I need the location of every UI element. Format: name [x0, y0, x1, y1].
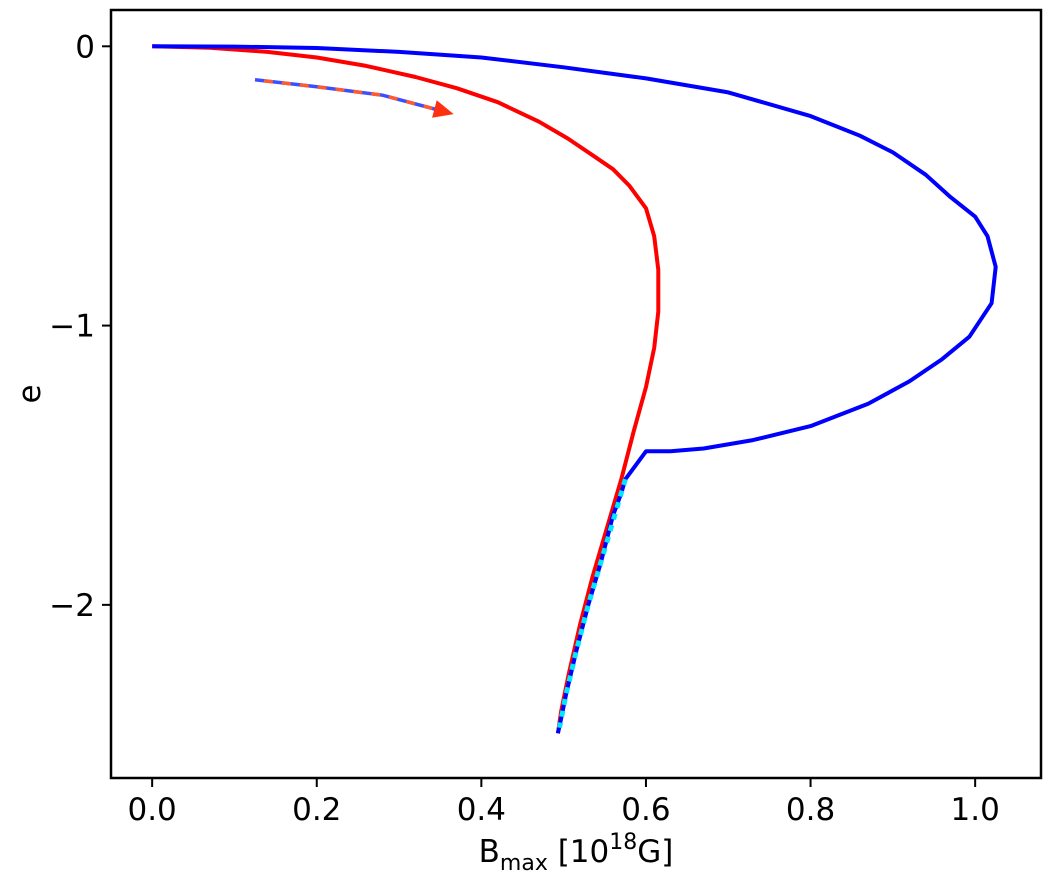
annotation-arrow-head — [432, 100, 454, 118]
plot-frame — [109, 8, 1043, 780]
y-tick-label: −2 — [49, 588, 95, 624]
x-axis-label-middle: [10 — [548, 834, 609, 870]
series-line-3 — [557, 478, 628, 729]
series-layer — [152, 44, 998, 734]
x-tick-label: 0.6 — [621, 792, 670, 828]
x-axis-label-base: B — [479, 834, 500, 870]
y-axis-label: e — [12, 384, 48, 403]
x-axis-label-sup: 18 — [609, 830, 637, 855]
x-axis-label: Bmax [1018G] — [479, 830, 674, 876]
tick-layer: 0.0 0.2 0.4 0.6 0.8 1.0 0 −1 −2 — [49, 29, 1000, 828]
x-tick-label: 0.2 — [292, 792, 341, 828]
x-axis-label-sub: max — [500, 851, 548, 876]
y-tick-label: 0 — [75, 29, 95, 65]
series-line-2 — [152, 44, 998, 734]
x-tick-label: 0.0 — [127, 792, 176, 828]
x-tick-label: 0.4 — [457, 792, 506, 828]
y-tick-label: −1 — [49, 309, 95, 345]
annotation-arrow-dash — [254, 78, 441, 113]
x-tick-label: 0.8 — [786, 792, 835, 828]
annotation-layer — [254, 78, 454, 118]
series-line-1 — [152, 44, 661, 734]
x-axis-label-end: G] — [637, 834, 673, 870]
x-tick-label: 1.0 — [951, 792, 1000, 828]
